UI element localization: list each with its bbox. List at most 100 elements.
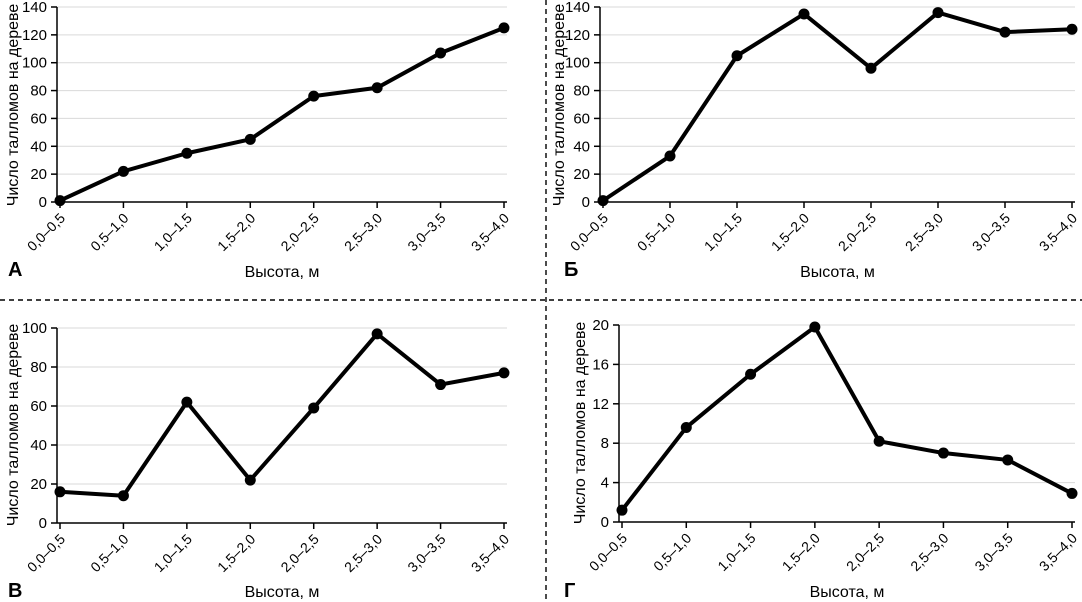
svg-text:16: 16 bbox=[592, 356, 609, 373]
svg-text:60: 60 bbox=[30, 398, 47, 415]
svg-text:0,5–1,0: 0,5–1,0 bbox=[634, 210, 678, 254]
svg-text:3,5–4,0: 3,5–4,0 bbox=[1036, 530, 1080, 574]
svg-text:3,0–3,5: 3,0–3,5 bbox=[969, 210, 1013, 254]
svg-text:8: 8 bbox=[601, 435, 609, 452]
svg-text:20: 20 bbox=[592, 317, 609, 334]
panel-a: 0 20 40 60 80 100 120 140 0,0–0,5 0,5–1,0 1,0–1,5 1… bbox=[0, 0, 545, 299]
axes bbox=[51, 6, 507, 208]
svg-text:2,0–2,5: 2,0–2,5 bbox=[843, 530, 887, 574]
svg-text:12: 12 bbox=[592, 396, 609, 413]
svg-text:1,5–2,0: 1,5–2,0 bbox=[768, 210, 812, 254]
y-tick-labels: 0 20 40 60 80 100 120 140 bbox=[565, 0, 590, 211]
svg-text:2,0–2,5: 2,0–2,5 bbox=[277, 210, 321, 254]
chart-a: 0 20 40 60 80 100 120 140 0,0–0,5 0,5–1,0 1,0–1,5 1… bbox=[22, 0, 512, 254]
svg-text:0,5–1,0: 0,5–1,0 bbox=[87, 210, 131, 254]
svg-text:20: 20 bbox=[573, 166, 590, 183]
svg-text:2,0–2,5: 2,0–2,5 bbox=[277, 531, 321, 575]
svg-text:0,0–0,5: 0,0–0,5 bbox=[24, 210, 68, 254]
chart-g: 0 4 8 12 16 20 0,0–0,5 0,5–1,0 1,0–1,5 1,5–2,0 2,0… bbox=[586, 317, 1080, 574]
data-points bbox=[616, 321, 1078, 516]
svg-text:1,5–2,0: 1,5–2,0 bbox=[214, 210, 258, 254]
panel-label-v: В bbox=[8, 580, 23, 602]
x-tick-labels: 0,0–0,5 0,5–1,0 1,0–1,5 1,5–2,0 2,0–2,5 2,5–3… bbox=[586, 530, 1080, 574]
data-points bbox=[54, 328, 510, 502]
svg-text:80: 80 bbox=[573, 83, 590, 100]
svg-text:20: 20 bbox=[30, 476, 47, 493]
svg-text:140: 140 bbox=[22, 0, 47, 16]
svg-text:40: 40 bbox=[573, 138, 590, 155]
svg-text:120: 120 bbox=[22, 27, 47, 44]
svg-text:0,0–0,5: 0,0–0,5 bbox=[586, 530, 630, 574]
svg-text:2,5–3,0: 2,5–3,0 bbox=[341, 531, 385, 575]
svg-text:1,5–2,0: 1,5–2,0 bbox=[779, 530, 823, 574]
svg-text:3,0–3,5: 3,0–3,5 bbox=[404, 210, 448, 254]
data-line bbox=[58, 25, 506, 203]
svg-text:0: 0 bbox=[39, 194, 47, 211]
svg-text:1,0–1,5: 1,0–1,5 bbox=[701, 210, 745, 254]
svg-text:100: 100 bbox=[565, 55, 590, 72]
svg-text:1,0–1,5: 1,0–1,5 bbox=[151, 531, 195, 575]
svg-text:140: 140 bbox=[565, 0, 590, 16]
panel-label-g: Г bbox=[564, 580, 576, 602]
y-tick-labels: 0 20 40 60 80 100 120 140 bbox=[22, 0, 47, 211]
y-axis-title: Число талломов на дереве bbox=[5, 3, 22, 207]
svg-text:3,0–3,5: 3,0–3,5 bbox=[404, 531, 448, 575]
data-line bbox=[58, 331, 506, 498]
svg-text:80: 80 bbox=[30, 359, 47, 376]
panel-b: 0 20 40 60 80 100 120 140 0,0–0,5 0,5–1,0 1,0–1,5 1… bbox=[547, 0, 1082, 299]
svg-text:3,0–3,5: 3,0–3,5 bbox=[971, 530, 1015, 574]
svg-text:1,0–1,5: 1,0–1,5 bbox=[714, 530, 758, 574]
svg-text:0,0–0,5: 0,0–0,5 bbox=[24, 531, 68, 575]
chart-v: 0 20 40 60 80 100 0,0–0,5 0,5–1,0 1,0–1,5 1,5–2,0… bbox=[22, 320, 512, 575]
svg-text:0: 0 bbox=[39, 515, 47, 532]
x-axis-title: Высота, м bbox=[244, 584, 320, 601]
gridlines bbox=[57, 6, 507, 175]
svg-text:0,5–1,0: 0,5–1,0 bbox=[650, 530, 694, 574]
svg-text:100: 100 bbox=[22, 320, 47, 337]
y-axis-title: Число талломов на дереве bbox=[551, 3, 568, 207]
chart-b: 0 20 40 60 80 100 120 140 0,0–0,5 0,5–1,0 1,0–1,5 1… bbox=[565, 0, 1080, 254]
svg-text:20: 20 bbox=[30, 166, 47, 183]
y-axis-title: Число талломов на дереве bbox=[572, 321, 589, 525]
x-tick-labels: 0,0–0,5 0,5–1,0 1,0–1,5 1,5–2,0 2,0–2,5 2,5–3… bbox=[24, 531, 512, 575]
svg-text:0: 0 bbox=[601, 514, 609, 531]
gridlines bbox=[600, 6, 1075, 175]
svg-text:0: 0 bbox=[582, 194, 590, 211]
svg-text:2,5–3,0: 2,5–3,0 bbox=[902, 210, 946, 254]
panel-label-b: Б bbox=[564, 259, 579, 281]
x-axis-title: Высота, м bbox=[800, 264, 875, 281]
svg-text:0,0–0,5: 0,0–0,5 bbox=[567, 210, 611, 254]
x-tick-labels: 0,0–0,5 0,5–1,0 1,0–1,5 1,5–2,0 2,0–2,5 2,5–3… bbox=[24, 210, 512, 254]
svg-text:60: 60 bbox=[30, 110, 47, 127]
x-axis-title: Высота, м bbox=[244, 264, 320, 281]
svg-text:1,5–2,0: 1,5–2,0 bbox=[214, 531, 258, 575]
x-tick-labels: 0,0–0,5 0,5–1,0 1,0–1,5 1,5–2,0 2,0–2,5 2,5–3… bbox=[567, 210, 1080, 254]
x-axis-title: Высота, м bbox=[809, 584, 885, 601]
gridlines bbox=[619, 324, 1075, 484]
svg-text:80: 80 bbox=[30, 83, 47, 100]
y-tick-labels: 0 20 40 60 80 100 bbox=[22, 320, 47, 532]
data-points bbox=[597, 7, 1078, 207]
svg-text:2,5–3,0: 2,5–3,0 bbox=[907, 530, 951, 574]
svg-text:2,0–2,5: 2,0–2,5 bbox=[835, 210, 879, 254]
panel-v: 0 20 40 60 80 100 0,0–0,5 0,5–1,0 1,0–1,5 1,5–2,0… bbox=[0, 301, 545, 602]
panel-g: 0 4 8 12 16 20 0,0–0,5 0,5–1,0 1,0–1,5 1,5–2,0 2,0… bbox=[547, 301, 1082, 602]
svg-text:60: 60 bbox=[573, 110, 590, 127]
axes bbox=[613, 324, 1075, 528]
gridlines bbox=[57, 327, 507, 485]
svg-text:100: 100 bbox=[22, 55, 47, 72]
data-points bbox=[54, 22, 510, 207]
svg-text:3,5–4,0: 3,5–4,0 bbox=[468, 210, 512, 254]
svg-text:1,0–1,5: 1,0–1,5 bbox=[151, 210, 195, 254]
svg-text:3,5–4,0: 3,5–4,0 bbox=[1036, 210, 1080, 254]
y-tick-labels: 0 4 8 12 16 20 bbox=[592, 317, 609, 531]
svg-text:4: 4 bbox=[601, 475, 609, 492]
svg-text:120: 120 bbox=[565, 27, 590, 44]
svg-text:40: 40 bbox=[30, 437, 47, 454]
axes bbox=[594, 6, 1075, 208]
svg-text:40: 40 bbox=[30, 138, 47, 155]
y-axis-title: Число талломов на дереве bbox=[5, 323, 22, 527]
svg-text:2,5–3,0: 2,5–3,0 bbox=[341, 210, 385, 254]
panel-label-a: А bbox=[8, 259, 23, 281]
